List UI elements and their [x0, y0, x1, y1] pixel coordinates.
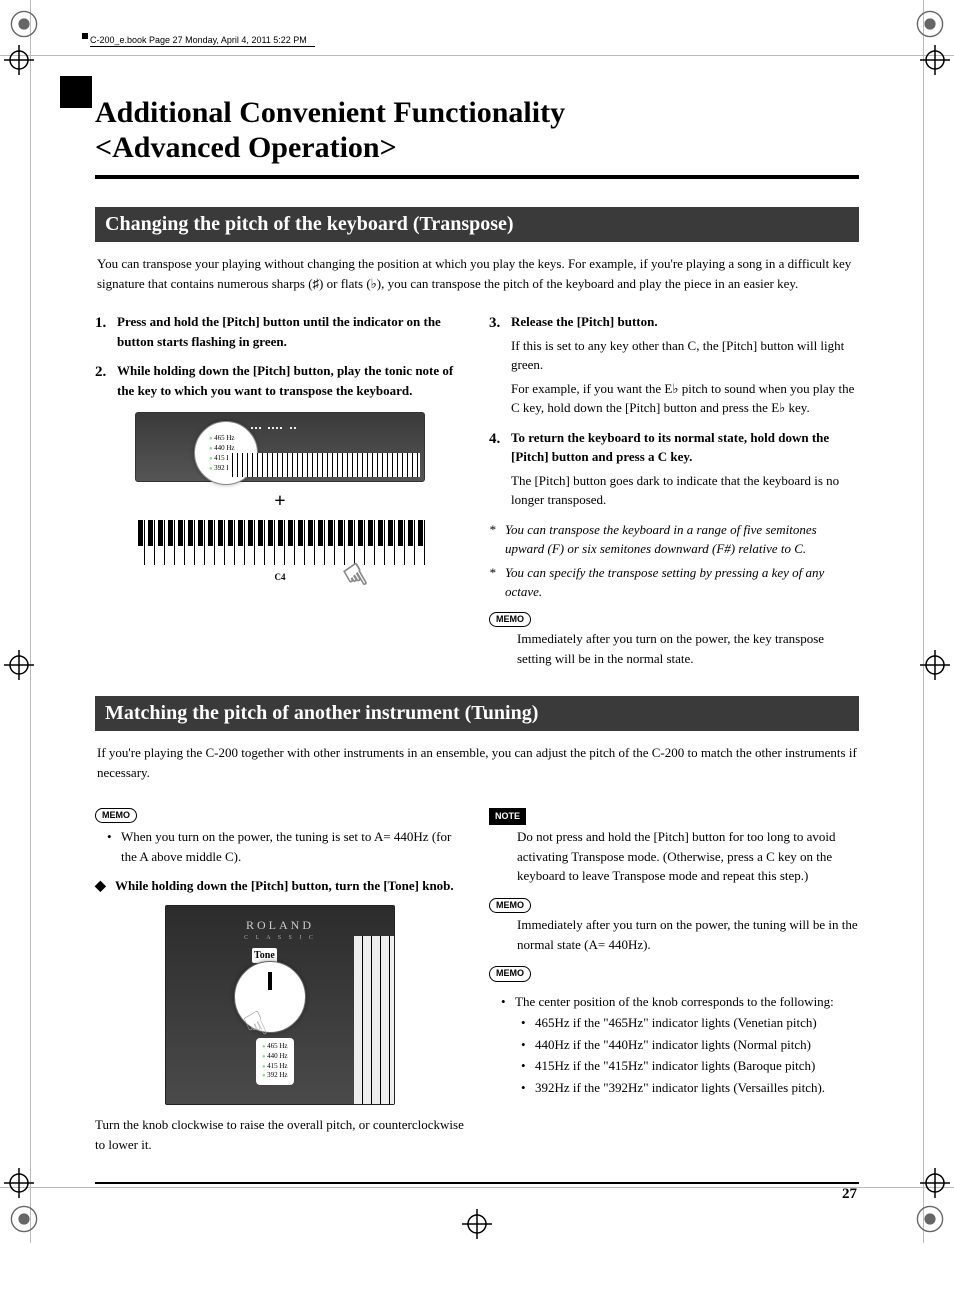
- step-number: 4.: [489, 428, 511, 510]
- footer-rule: [95, 1182, 859, 1184]
- chapter-title: Additional Convenient Functionality <Adv…: [95, 88, 859, 179]
- memo3-b3: 415Hz if the "415Hz" indicator lights (B…: [535, 1056, 815, 1076]
- bullet-icon: •: [501, 992, 515, 1012]
- chapter-title-line1: Additional Convenient Functionality: [95, 96, 859, 131]
- hz-label: 465 Hz: [209, 434, 257, 444]
- hz-label: 415 Hz: [262, 1062, 288, 1072]
- memo3-b1: 465Hz if the "465Hz" indicator lights (V…: [535, 1013, 817, 1033]
- note-b: You can specify the transpose setting by…: [505, 563, 859, 602]
- asterisk-icon: *: [489, 563, 505, 602]
- section2-intro: If you're playing the C-200 together wit…: [95, 743, 859, 783]
- plus-icon: +: [135, 486, 425, 516]
- figure-caption: Turn the knob clockwise to raise the ove…: [95, 1115, 465, 1154]
- step3-p2: For example, if you want the E♭ pitch to…: [511, 379, 859, 418]
- chapter-title-line2: <Advanced Operation>: [95, 131, 859, 166]
- note-a: You can transpose the keyboard in a rang…: [505, 520, 859, 559]
- step4-p: The [Pitch] button goes dark to indicate…: [511, 471, 859, 510]
- diamond-icon: ◆: [95, 876, 115, 897]
- crosshair-icon: [4, 45, 34, 75]
- crosshair-icon: [462, 1209, 492, 1239]
- registration-mark-icon: [10, 1205, 38, 1233]
- section-header-transpose: Changing the pitch of the keyboard (Tran…: [95, 207, 859, 242]
- crosshair-icon: [920, 45, 950, 75]
- memo-badge: MEMO: [489, 898, 531, 914]
- registration-mark-icon: [10, 10, 38, 38]
- crop-header: C-200_e.book Page 27 Monday, April 4, 20…: [90, 35, 315, 47]
- bullet-icon: •: [521, 1056, 535, 1076]
- keyboard-icon: [135, 520, 425, 565]
- step2-text: While holding down the [Pitch] button, p…: [117, 361, 465, 400]
- bullet-icon: •: [521, 1078, 535, 1098]
- memo-badge: MEMO: [489, 966, 531, 982]
- crosshair-icon: [4, 1168, 34, 1198]
- step3-bold: Release the [Pitch] button.: [511, 312, 859, 332]
- registration-mark-icon: [916, 10, 944, 38]
- section-header-tuning: Matching the pitch of another instrument…: [95, 696, 859, 731]
- page-number: 27: [95, 1186, 859, 1203]
- asterisk-icon: *: [489, 520, 505, 559]
- crosshair-icon: [920, 650, 950, 680]
- hz-label: 440 Hz: [262, 1052, 288, 1062]
- memo3-b4: 392Hz if the "392Hz" indicator lights (V…: [535, 1078, 825, 1098]
- step-number: 1.: [95, 312, 117, 351]
- note-text: Do not press and hold the [Pitch] button…: [489, 827, 859, 886]
- keyboard-icon: [228, 453, 420, 477]
- c4-label: C4: [275, 572, 286, 582]
- step-number: 3.: [489, 312, 511, 418]
- memo2-text: Immediately after you turn on the power,…: [489, 915, 859, 954]
- memo-badge: MEMO: [95, 808, 137, 824]
- step-number: 2.: [95, 361, 117, 400]
- keyboard-icon: [354, 936, 394, 1104]
- brand-label: ROLAND: [166, 906, 394, 934]
- step1-text: Press and hold the [Pitch] button until …: [117, 312, 465, 351]
- section1-intro: You can transpose your playing without c…: [95, 254, 859, 294]
- registration-mark-icon: [916, 1205, 944, 1233]
- diamond-step: While holding down the [Pitch] button, t…: [115, 876, 454, 897]
- figure-tone-knob: ROLAND C L A S S I C Tone ☟ 465 Hz 440 H…: [165, 905, 395, 1105]
- hz-label: 392 Hz: [262, 1071, 288, 1081]
- step4-bold: To return the keyboard to its normal sta…: [511, 428, 859, 467]
- chapter-tab: [60, 76, 92, 108]
- crosshair-icon: [920, 1168, 950, 1198]
- memo-badge: MEMO: [489, 612, 531, 628]
- bullet-icon: •: [107, 827, 121, 866]
- memo3-b2: 440Hz if the "440Hz" indicator lights (N…: [535, 1035, 811, 1055]
- memo-text: Immediately after you turn on the power,…: [489, 629, 859, 668]
- memo1-text: When you turn on the power, the tuning i…: [121, 827, 465, 866]
- note-badge: NOTE: [489, 808, 526, 826]
- memo3-intro: The center position of the knob correspo…: [515, 992, 834, 1012]
- bullet-icon: •: [521, 1013, 535, 1033]
- step3-p1: If this is set to any key other than C, …: [511, 336, 859, 375]
- bullet-icon: •: [521, 1035, 535, 1055]
- crop-header-text: C-200_e.book Page 27 Monday, April 4, 20…: [90, 35, 307, 45]
- figure-keyboard-transpose: 465 Hz 440 Hz 415 Hz 392 Hz + C4☟: [135, 412, 425, 585]
- crosshair-icon: [4, 650, 34, 680]
